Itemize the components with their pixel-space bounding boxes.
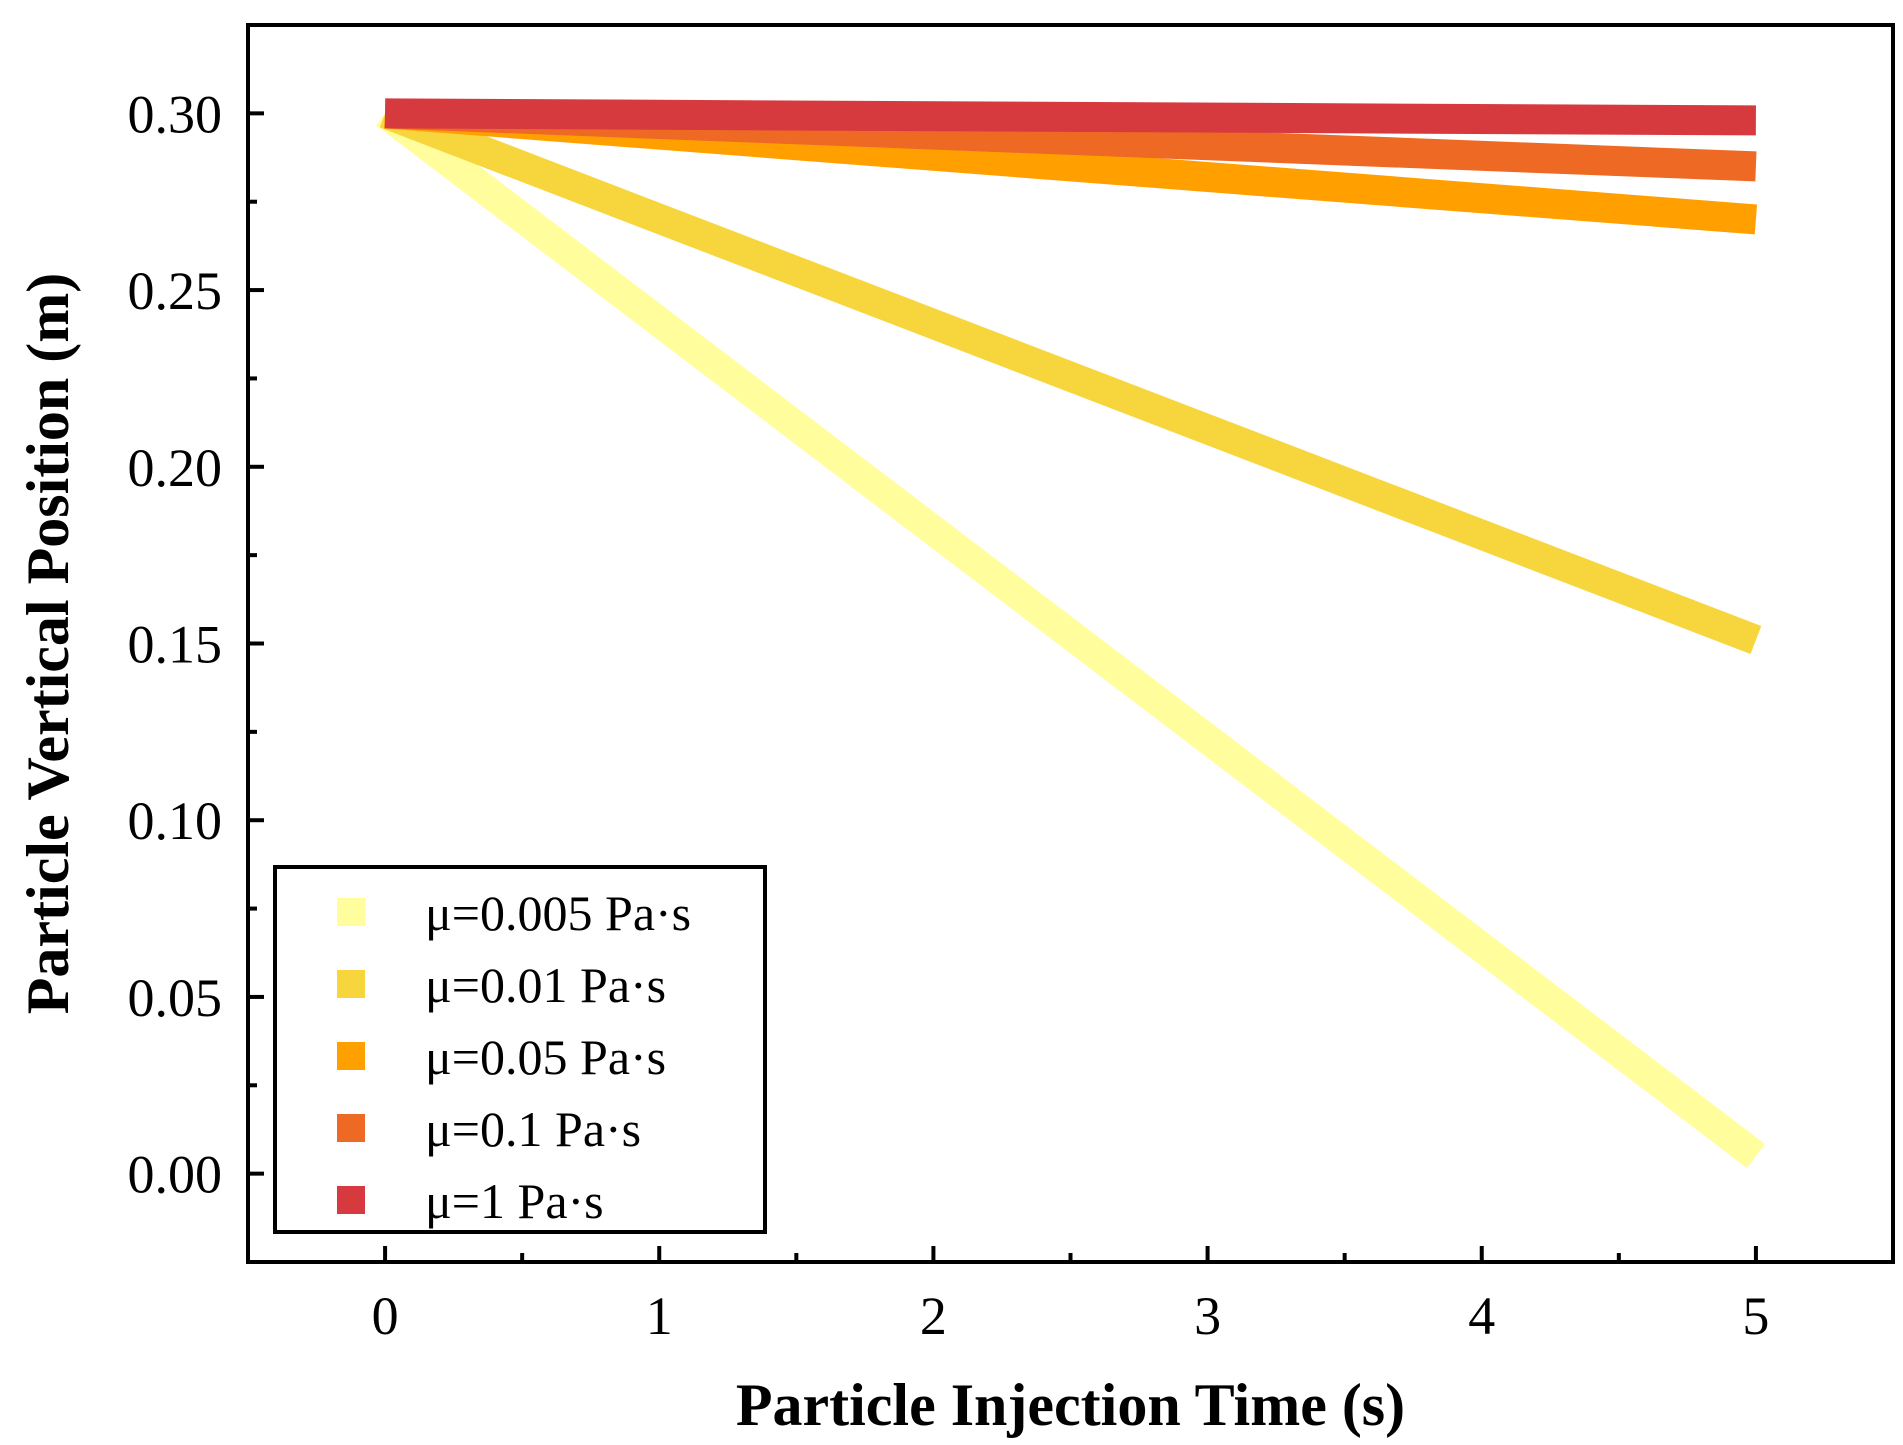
legend-label-2: μ=0.05 Pa·s bbox=[425, 1029, 666, 1085]
legend-swatch-4 bbox=[337, 1186, 365, 1214]
y-axis-title: Particle Vertical Position (m) bbox=[15, 273, 81, 1014]
legend-swatch-0 bbox=[337, 898, 365, 926]
legend-label-1: μ=0.01 Pa·s bbox=[425, 957, 666, 1013]
x-tick-label: 5 bbox=[1742, 1286, 1769, 1346]
y-tick-label: 0.05 bbox=[128, 968, 223, 1028]
series-line-4 bbox=[385, 98, 1756, 136]
x-tick-label: 1 bbox=[646, 1286, 673, 1346]
ticks-layer: 0 1 2 3 4 5 0.00 0.05 0.10 0.15 0.20 0.25 0.30 bbox=[128, 84, 1770, 1346]
series-line-0 bbox=[376, 101, 1765, 1168]
y-tick-label: 0.25 bbox=[128, 261, 223, 321]
y-tick-label: 0.20 bbox=[128, 438, 223, 498]
legend-label-3: μ=0.1 Pa·s bbox=[425, 1101, 641, 1157]
legend-label-4: μ=1 Pa·s bbox=[425, 1173, 604, 1229]
legend: μ=0.005 Pa·s μ=0.01 Pa·s μ=0.05 Pa·s μ=0.1 … bbox=[273, 865, 767, 1234]
x-tick-label: 3 bbox=[1194, 1286, 1221, 1346]
x-tick-label: 0 bbox=[372, 1286, 399, 1346]
x-tick-label: 4 bbox=[1468, 1286, 1495, 1346]
x-axis-title: Particle Injection Time (s) bbox=[736, 1372, 1405, 1438]
y-tick-label: 0.15 bbox=[128, 615, 223, 675]
y-tick-label: 0.30 bbox=[128, 84, 223, 144]
legend-label-0: μ=0.005 Pa·s bbox=[425, 885, 691, 941]
legend-swatch-3 bbox=[337, 1114, 365, 1142]
y-tick-label: 0.00 bbox=[128, 1145, 223, 1205]
series-line-1 bbox=[379, 99, 1762, 655]
y-tick-label: 0.10 bbox=[128, 791, 223, 851]
x-tick-label: 2 bbox=[920, 1286, 947, 1346]
series-layer bbox=[376, 98, 1765, 1168]
legend-swatch-1 bbox=[337, 970, 365, 998]
legend-swatch-2 bbox=[337, 1042, 365, 1070]
